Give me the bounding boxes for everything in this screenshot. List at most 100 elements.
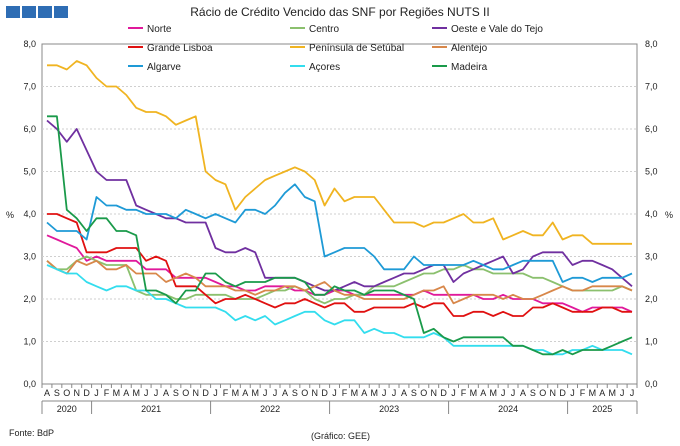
x-month-label: J xyxy=(620,388,625,398)
x-month-label: J xyxy=(154,388,159,398)
x-month-label: J xyxy=(144,388,149,398)
y-tick-label-right: 0,0 xyxy=(645,379,658,389)
legend-label: Açores xyxy=(309,62,340,73)
x-month-label: S xyxy=(292,388,298,398)
chart-title: Rácio de Crédito Vencido das SNF por Reg… xyxy=(190,5,490,19)
y-tick-label-right: 4,0 xyxy=(645,209,658,219)
legend-label: Alentejo xyxy=(451,43,488,54)
x-month-label: N xyxy=(549,388,556,398)
x-month-label: O xyxy=(63,388,70,398)
legend-label: Oeste e Vale do Tejo xyxy=(451,24,543,35)
x-month-label: J xyxy=(273,388,278,398)
x-year-label: 2024 xyxy=(498,404,518,414)
x-month-label: A xyxy=(44,388,50,398)
y-tick-label-left: 7,0 xyxy=(23,82,36,92)
y-tick-label-right: 3,0 xyxy=(645,252,658,262)
x-month-label: M xyxy=(251,388,259,398)
x-year-label: 2021 xyxy=(141,404,161,414)
series-line-alentejo xyxy=(46,259,633,305)
x-month-label: M xyxy=(132,388,140,398)
x-month-label: A xyxy=(361,388,367,398)
x-month-label: F xyxy=(580,388,586,398)
x-month-label: O xyxy=(539,388,546,398)
x-month-label: A xyxy=(480,388,486,398)
x-month-label: D xyxy=(321,388,328,398)
legend-label: Centro xyxy=(309,24,339,35)
y-tick-label-right: 8,0 xyxy=(645,39,658,49)
x-month-label: D xyxy=(559,388,566,398)
x-month-label: A xyxy=(242,388,248,398)
y-tick-label-right: 1,0 xyxy=(645,337,658,347)
y-tick-label-right: 6,0 xyxy=(645,124,658,134)
y-tick-label-left: 4,0 xyxy=(23,209,36,219)
x-month-label: A xyxy=(599,388,605,398)
x-month-label: A xyxy=(163,388,169,398)
y-tick-label-left: 3,0 xyxy=(23,252,36,262)
x-month-label: F xyxy=(223,388,229,398)
x-month-label: D xyxy=(202,388,209,398)
x-month-label: O xyxy=(301,388,308,398)
x-month-label: M xyxy=(608,388,616,398)
x-month-label: J xyxy=(451,388,456,398)
x-month-label: S xyxy=(530,388,536,398)
x-month-label: D xyxy=(83,388,90,398)
x-year-label: 2020 xyxy=(57,404,77,414)
x-month-label: M xyxy=(232,388,240,398)
x-month-label: N xyxy=(430,388,437,398)
series-line-algarve xyxy=(46,183,633,283)
x-month-label: N xyxy=(192,388,199,398)
legend-label: Algarve xyxy=(147,62,181,73)
y-tick-label-right: 2,0 xyxy=(645,294,658,304)
series-line-norte xyxy=(46,234,633,313)
x-month-label: J xyxy=(570,388,575,398)
series-line-grande-lisboa xyxy=(47,213,632,317)
y-axis-label-left: % xyxy=(6,210,14,220)
x-month-label: M xyxy=(113,388,121,398)
x-month-label: M xyxy=(370,388,378,398)
x-month-label: M xyxy=(470,388,478,398)
y-tick-label-left: 6,0 xyxy=(23,124,36,134)
x-year-label: 2023 xyxy=(379,404,399,414)
y-axis-label-right: % xyxy=(665,210,673,220)
x-month-label: D xyxy=(440,388,447,398)
logo xyxy=(6,6,68,18)
credit-note: (Gráfico: GEE) xyxy=(311,431,371,441)
x-month-label: S xyxy=(173,388,179,398)
series-line-centro xyxy=(46,255,633,305)
x-month-label: S xyxy=(54,388,60,398)
y-tick-label-left: 5,0 xyxy=(23,167,36,177)
series-line-oeste-e-vale-do-tejo xyxy=(46,119,633,292)
x-month-label: N xyxy=(73,388,80,398)
x-month-label: M xyxy=(351,388,359,398)
logo-block xyxy=(6,6,20,18)
x-month-label: N xyxy=(311,388,318,398)
logo-block xyxy=(54,6,68,18)
x-month-label: J xyxy=(263,388,268,398)
x-month-label: J xyxy=(213,388,218,398)
x-month-label: A xyxy=(123,388,129,398)
legend-label: Grande Lisboa xyxy=(147,43,213,54)
y-tick-label-left: 1,0 xyxy=(23,337,36,347)
x-month-label: A xyxy=(282,388,288,398)
x-month-label: J xyxy=(332,388,337,398)
x-year-label: 2025 xyxy=(592,404,612,414)
x-year-label: 2022 xyxy=(260,404,280,414)
x-month-label: J xyxy=(511,388,516,398)
x-month-label: M xyxy=(589,388,597,398)
x-month-label: J xyxy=(630,388,635,398)
y-tick-label-left: 8,0 xyxy=(23,39,36,49)
x-month-label: J xyxy=(382,388,387,398)
x-month-label: J xyxy=(94,388,99,398)
series-line-madeira xyxy=(47,115,633,356)
y-tick-label-left: 0,0 xyxy=(23,379,36,389)
x-month-label: M xyxy=(489,388,497,398)
y-tick-label-left: 2,0 xyxy=(23,294,36,304)
x-month-label: J xyxy=(392,388,397,398)
logo-block xyxy=(22,6,36,18)
x-month-label: F xyxy=(342,388,348,398)
logo-block xyxy=(38,6,52,18)
x-month-label: O xyxy=(182,388,189,398)
series-line-pen-nsula-de-set-bal xyxy=(47,60,632,245)
x-month-label: F xyxy=(461,388,467,398)
